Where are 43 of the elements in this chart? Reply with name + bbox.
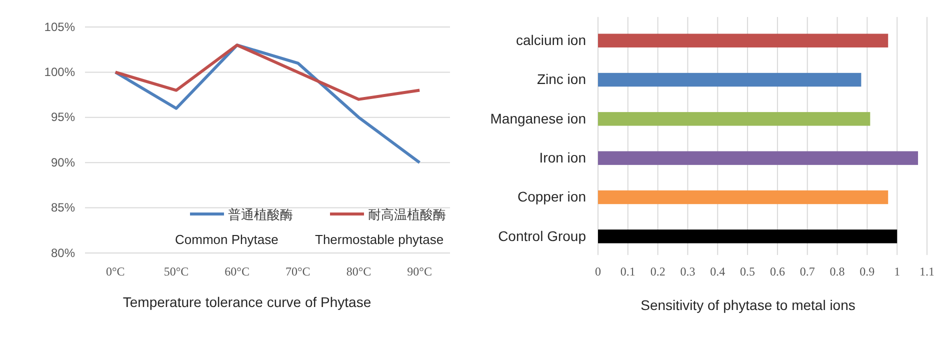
x-tick-label: 90°C xyxy=(407,264,432,279)
x-tick-label: 1 xyxy=(894,264,900,279)
x-tick-label: 70°C xyxy=(286,264,310,279)
annotation: Thermostable phytase xyxy=(315,232,444,247)
bar xyxy=(598,72,862,87)
y-tick-label: 100% xyxy=(44,65,76,80)
x-tick-label: 0.4 xyxy=(710,264,726,279)
y-tick-label: 80% xyxy=(50,246,76,260)
x-tick-label: 1.1 xyxy=(920,264,934,279)
y-tick-label: 90% xyxy=(50,155,76,170)
y-tick-label: Zinc ion xyxy=(536,71,586,88)
y-tick-label: calcium ion xyxy=(516,32,586,48)
x-tick-label: 0.5 xyxy=(740,264,756,279)
bar xyxy=(598,34,888,48)
x-tick-label: 50°C xyxy=(164,264,189,279)
legend-label: 普通植酸酶 xyxy=(228,207,293,222)
y-tick-label: Copper ion xyxy=(518,188,586,205)
x-tick-label: 80°C xyxy=(346,264,372,279)
y-tick-label: Manganese ion xyxy=(490,110,586,126)
y-tick-label: 85% xyxy=(50,200,76,215)
y-tick-label: Iron ion xyxy=(539,150,586,166)
x-tick-label: 0°C xyxy=(106,264,125,279)
annotation: Common Phytase xyxy=(175,232,278,247)
y-tick-label: 95% xyxy=(50,110,76,124)
legend-label: 耐高温植酸酶 xyxy=(368,207,446,222)
y-tick-label: 105% xyxy=(44,20,76,34)
x-tick-label: 0 xyxy=(595,264,601,279)
bar xyxy=(598,151,918,165)
y-tick-label: Control Group xyxy=(498,228,586,244)
x-tick-label: 60°C xyxy=(224,264,250,279)
bar xyxy=(598,190,888,204)
x-tick-label: 0.8 xyxy=(830,264,845,279)
x-tick-label: 0.2 xyxy=(650,264,666,279)
bar xyxy=(598,230,898,244)
text: Temperature tolerance curve of Phytase xyxy=(122,294,372,310)
x-tick-label: 0.9 xyxy=(860,264,875,279)
x-tick-label: 0.6 xyxy=(770,264,785,279)
x-tick-label: 0.3 xyxy=(680,264,696,279)
line-series xyxy=(114,44,422,101)
x-tick-label: 0.1 xyxy=(620,264,636,279)
text: Sensitivity of phytase to metal ions xyxy=(640,297,856,313)
x-tick-label: 0.7 xyxy=(800,264,815,279)
bar xyxy=(598,112,870,126)
